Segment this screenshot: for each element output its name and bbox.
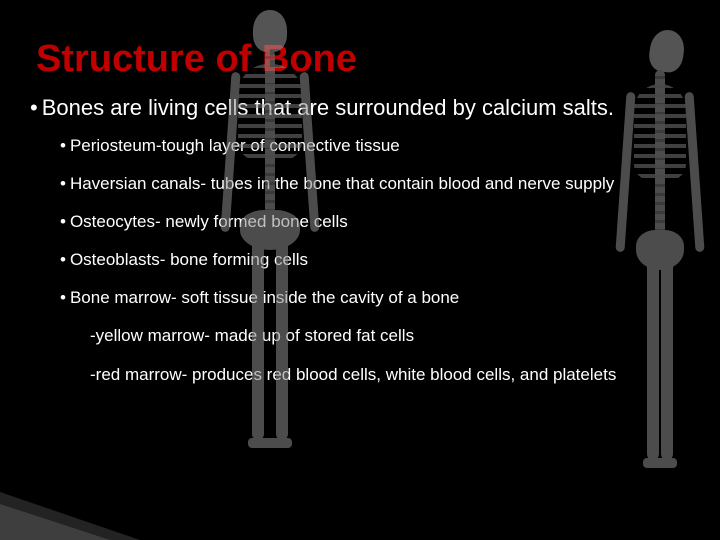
- skeleton-front-figure: [210, 10, 330, 440]
- skeleton-side-figure: [605, 30, 715, 450]
- accent-wedge-icon: [0, 504, 110, 540]
- slide-container: Structure of Bone Bones are living cells…: [0, 0, 720, 540]
